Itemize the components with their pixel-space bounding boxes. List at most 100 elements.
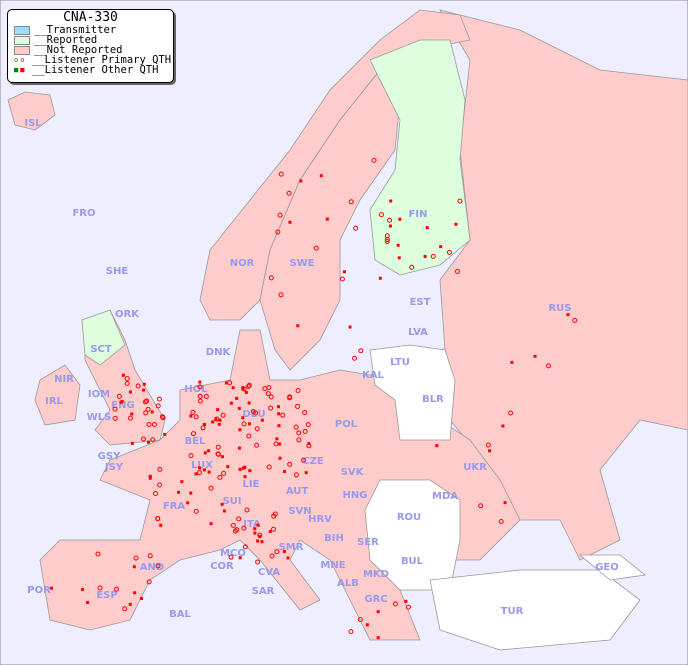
listener-other-marker xyxy=(533,354,537,358)
listener-other-marker xyxy=(216,408,220,412)
country-label-nor: NOR xyxy=(230,258,255,269)
country-label-ukr: UKR xyxy=(463,462,487,473)
listener-other-marker xyxy=(150,410,154,414)
listener-primary-marker xyxy=(392,601,398,607)
listener-primary-marker xyxy=(236,516,242,522)
listener-primary-marker xyxy=(255,559,261,565)
listener-primary-marker xyxy=(280,412,286,418)
listener-other-marker xyxy=(237,446,241,450)
listener-other-marker xyxy=(342,270,346,274)
listener-other-marker xyxy=(209,522,213,526)
country-label-esp: ESP xyxy=(96,590,117,601)
listener-primary-marker xyxy=(133,555,139,561)
listener-primary-marker xyxy=(214,416,220,422)
listener-primary-marker xyxy=(157,482,163,488)
listener-primary-marker xyxy=(278,292,284,298)
country-label-iom: IOM xyxy=(88,389,110,400)
listener-primary-marker xyxy=(113,586,119,592)
listener-primary-marker xyxy=(147,553,153,559)
listener-other-marker xyxy=(241,466,245,470)
listener-other-marker xyxy=(277,412,281,416)
country-label-wls: WLS xyxy=(87,412,112,423)
listener-other-marker xyxy=(376,610,380,614)
listener-primary-marker xyxy=(143,399,149,405)
country-label-mkd: MKD xyxy=(363,569,389,580)
country-label-gsy: GSY xyxy=(98,451,121,462)
listener-primary-marker xyxy=(157,466,163,472)
listener-primary-marker xyxy=(152,422,158,428)
listener-other-marker xyxy=(214,417,218,421)
country-label-sct: SCT xyxy=(90,344,112,355)
listener-primary-marker xyxy=(478,503,484,509)
country-label-aut: AUT xyxy=(286,486,309,497)
country-label-est: EST xyxy=(410,297,431,308)
listener-primary-marker xyxy=(273,441,279,447)
listener-primary-marker xyxy=(430,253,436,259)
listener-other-marker xyxy=(389,199,393,203)
listener-other-marker xyxy=(180,480,184,484)
legend-label: __Not Reported xyxy=(34,44,123,56)
listener-primary-marker xyxy=(498,519,504,525)
listener-primary-marker xyxy=(268,275,274,281)
listener-primary-marker xyxy=(234,527,240,533)
listener-primary-marker xyxy=(227,380,233,386)
listener-primary-marker xyxy=(150,437,156,443)
listener-primary-marker xyxy=(145,406,151,412)
listener-primary-marker xyxy=(457,198,463,204)
listener-primary-marker xyxy=(357,617,363,623)
country-label-and: AND xyxy=(140,562,164,573)
listener-other-marker xyxy=(376,636,380,640)
country-label-fro: FRO xyxy=(72,208,95,219)
listener-primary-marker xyxy=(545,363,551,369)
country-label-swe: SWE xyxy=(289,258,314,269)
listener-other-marker xyxy=(186,501,190,505)
listener-other-marker xyxy=(142,382,146,386)
listener-primary-marker xyxy=(409,264,415,270)
listener-other-marker xyxy=(159,523,163,527)
listener-other-marker xyxy=(133,591,137,595)
listener-other-marker xyxy=(139,596,143,600)
listener-primary-marker xyxy=(203,393,209,399)
country-label-svn: SVN xyxy=(288,506,311,517)
country-label-lux: LUX xyxy=(191,460,213,471)
listener-other-marker xyxy=(217,422,221,426)
legend-label: __Listener Primary QTH xyxy=(32,54,172,66)
listener-primary-marker xyxy=(302,409,308,415)
listener-other-marker xyxy=(260,418,264,422)
listener-primary-marker xyxy=(254,426,260,432)
listener-other-marker xyxy=(128,602,132,606)
listener-other-marker xyxy=(121,373,125,377)
listener-other-marker xyxy=(278,442,282,446)
listener-primary-marker xyxy=(296,437,302,443)
country-label-ltu: LTU xyxy=(390,357,410,368)
listener-primary-marker xyxy=(485,442,491,448)
country-label-ser: SER xyxy=(357,537,379,548)
listener-primary-marker xyxy=(262,386,268,392)
listener-other-marker xyxy=(282,469,286,473)
listener-primary-marker xyxy=(190,431,196,437)
country-label-irl: IRL xyxy=(45,396,63,407)
legend-title: CNA-330 xyxy=(63,10,118,25)
listener-other-marker xyxy=(247,422,251,426)
listener-primary-marker xyxy=(155,403,161,409)
listener-other-marker xyxy=(248,469,252,473)
listener-primary-marker xyxy=(293,472,299,478)
listener-other-marker xyxy=(425,226,429,230)
listener-other-marker xyxy=(256,523,260,527)
listener-other-marker xyxy=(423,254,427,258)
listener-primary-marker xyxy=(274,549,280,555)
listener-other-marker xyxy=(148,476,152,480)
legend-item-primary-qth: o o __Listener Primary QTH xyxy=(8,54,173,66)
listener-primary-marker xyxy=(447,249,453,255)
listener-primary-marker xyxy=(250,408,256,414)
country-label-sui: SUI xyxy=(222,496,241,507)
country-label-kal: KAL xyxy=(362,370,384,381)
listener-other-marker xyxy=(202,468,206,472)
square-marker-icon: ■ ■ xyxy=(14,66,25,74)
listener-primary-marker xyxy=(95,551,101,557)
listener-other-marker xyxy=(177,490,181,494)
country-label-ita: ITA xyxy=(243,519,261,530)
listener-primary-marker xyxy=(371,157,377,163)
legend-item-reported: __Reported xyxy=(8,35,173,45)
listener-other-marker xyxy=(454,222,458,226)
